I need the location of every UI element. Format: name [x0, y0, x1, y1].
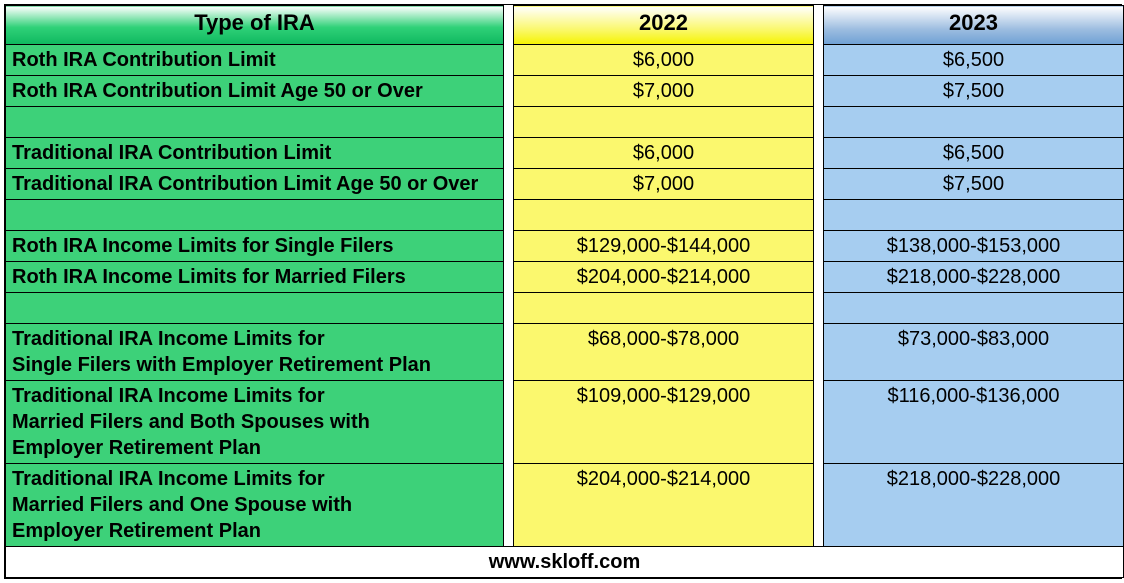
- row-label: Traditional IRA Income Limits for Single…: [6, 324, 504, 381]
- row-2022: $6,000: [514, 45, 814, 76]
- row-2022: $109,000-$129,000: [514, 381, 814, 464]
- row-label: Traditional IRA Contribution Limit: [6, 138, 504, 169]
- ira-limits-table: Type of IRA 2022 2023 Roth IRA Contribut…: [5, 5, 1124, 578]
- row-label: Roth IRA Contribution Limit Age 50 or Ov…: [6, 76, 504, 107]
- row-gap: [814, 45, 824, 76]
- row-2023: $6,500: [824, 138, 1124, 169]
- row-gap: [504, 464, 514, 547]
- table-row: Roth IRA Contribution Limit $6,000 $6,500: [6, 45, 1124, 76]
- row-2023: $7,500: [824, 76, 1124, 107]
- row-gap: [504, 45, 514, 76]
- header-2023: 2023: [824, 6, 1124, 45]
- header-row: Type of IRA 2022 2023: [6, 6, 1124, 45]
- row-gap: [814, 324, 824, 381]
- row-2023: $218,000-$228,000: [824, 262, 1124, 293]
- table-row: Traditional IRA Contribution Limit $6,000…: [6, 138, 1124, 169]
- table-row: Traditional IRA Contribution Limit Age 5…: [6, 169, 1124, 200]
- row-2023: $218,000-$228,000: [824, 464, 1124, 547]
- row-gap: [814, 381, 824, 464]
- row-gap: [504, 76, 514, 107]
- row-2023: [824, 200, 1124, 231]
- row-2023: $73,000-$83,000: [824, 324, 1124, 381]
- row-gap: [814, 293, 824, 324]
- row-gap: [814, 169, 824, 200]
- row-2023: $116,000-$136,000: [824, 381, 1124, 464]
- row-label: [6, 200, 504, 231]
- row-label: Roth IRA Income Limits for Married Filer…: [6, 262, 504, 293]
- row-gap: [504, 381, 514, 464]
- header-gap-2: [814, 6, 824, 45]
- row-2023: $7,500: [824, 169, 1124, 200]
- table-row: Traditional IRA Income Limits for Marrie…: [6, 464, 1124, 547]
- row-label: Traditional IRA Contribution Limit Age 5…: [6, 169, 504, 200]
- row-gap: [814, 231, 824, 262]
- table-row: Roth IRA Contribution Limit Age 50 or Ov…: [6, 76, 1124, 107]
- row-2022: $204,000-$214,000: [514, 464, 814, 547]
- row-2022: [514, 107, 814, 138]
- header-2022: 2022: [514, 6, 814, 45]
- table-body: Roth IRA Contribution Limit$6,000$6,500R…: [6, 45, 1124, 547]
- table-row: [6, 293, 1124, 324]
- row-gap: [814, 107, 824, 138]
- row-gap: [504, 324, 514, 381]
- row-gap: [814, 200, 824, 231]
- table-row: Traditional IRA Income Limits for Marrie…: [6, 381, 1124, 464]
- row-gap: [504, 200, 514, 231]
- row-2022: [514, 200, 814, 231]
- row-gap: [504, 169, 514, 200]
- row-2023: $138,000-$153,000: [824, 231, 1124, 262]
- row-gap: [504, 262, 514, 293]
- row-gap: [814, 262, 824, 293]
- row-gap: [504, 107, 514, 138]
- row-label: Traditional IRA Income Limits for Marrie…: [6, 381, 504, 464]
- row-2022: $6,000: [514, 138, 814, 169]
- row-2023: [824, 107, 1124, 138]
- row-label: [6, 107, 504, 138]
- row-label: Roth IRA Contribution Limit: [6, 45, 504, 76]
- row-label: Traditional IRA Income Limits for Marrie…: [6, 464, 504, 547]
- row-2023: [824, 293, 1124, 324]
- table-row: Roth IRA Income Limits for Married Filer…: [6, 262, 1124, 293]
- table-row: [6, 200, 1124, 231]
- header-gap-1: [504, 6, 514, 45]
- row-gap: [504, 138, 514, 169]
- ira-limits-table-wrap: Type of IRA 2022 2023 Roth IRA Contribut…: [4, 4, 1122, 579]
- row-gap: [504, 293, 514, 324]
- table-row: Traditional IRA Income Limits for Single…: [6, 324, 1124, 381]
- row-2022: $7,000: [514, 76, 814, 107]
- row-gap: [814, 76, 824, 107]
- row-label: [6, 293, 504, 324]
- table-row: Roth IRA Income Limits for Single Filers…: [6, 231, 1124, 262]
- table-row: [6, 107, 1124, 138]
- row-2022: $7,000: [514, 169, 814, 200]
- header-type: Type of IRA: [6, 6, 504, 45]
- footer-row: www.skloff.com: [6, 547, 1124, 578]
- row-2022: $129,000-$144,000: [514, 231, 814, 262]
- row-2022: $68,000-$78,000: [514, 324, 814, 381]
- row-gap: [814, 464, 824, 547]
- row-gap: [504, 231, 514, 262]
- row-2022: $204,000-$214,000: [514, 262, 814, 293]
- row-label: Roth IRA Income Limits for Single Filers: [6, 231, 504, 262]
- row-gap: [814, 138, 824, 169]
- row-2022: [514, 293, 814, 324]
- footer-url: www.skloff.com: [6, 547, 1124, 578]
- row-2023: $6,500: [824, 45, 1124, 76]
